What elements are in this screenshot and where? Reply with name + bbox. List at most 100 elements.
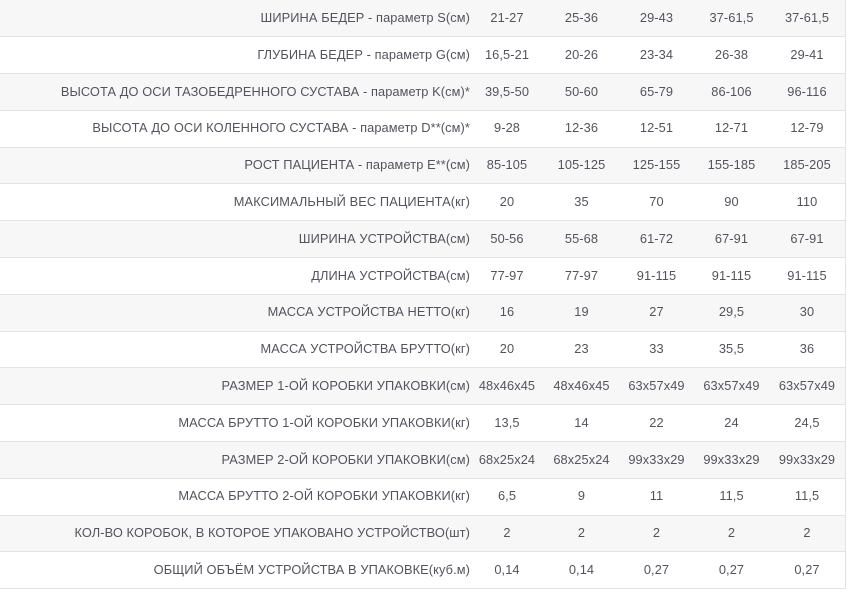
cell-value: 77-97	[470, 257, 544, 295]
cell-value: 48x46x45	[544, 367, 619, 406]
cell-value: 110	[769, 183, 846, 222]
cell-value: 68x25x24	[544, 441, 619, 479]
row-label: ГЛУБИНА БЕДЕР - параметр G(см)	[0, 36, 470, 75]
cell-value: 19	[544, 293, 619, 332]
cell-value: 125-155	[619, 146, 694, 185]
cell-value: 55-68	[544, 220, 619, 259]
cell-value: 35	[544, 183, 619, 222]
cell-value: 67-91	[769, 220, 846, 259]
cell-value: 50-60	[544, 73, 619, 111]
row-label: МАКСИМАЛЬНЫЙ ВЕС ПАЦИЕНТА(кг)	[0, 183, 470, 222]
cell-value: 25-36	[544, 0, 619, 38]
cell-value: 9	[544, 477, 619, 516]
cell-value: 23	[544, 330, 619, 369]
cell-value: 90	[694, 183, 769, 222]
cell-value: 68x25x24	[470, 441, 544, 479]
row-label: МАССА БРУТТО 2-ОЙ КОРОБКИ УПАКОВКИ(кг)	[0, 477, 470, 516]
cell-value: 85-105	[470, 146, 544, 185]
table-row: ОБЩИЙ ОБЪЁМ УСТРОЙСТВА В УПАКОВКЕ(куб.м)…	[0, 551, 846, 590]
cell-value: 2	[470, 514, 544, 553]
cell-value: 29,5	[694, 293, 769, 332]
table-row: МАССА БРУТТО 2-ОЙ КОРОБКИ УПАКОВКИ(кг) 6,…	[0, 477, 846, 516]
cell-value: 13,5	[470, 404, 544, 443]
cell-value: 14	[544, 404, 619, 443]
row-label: ОБЩИЙ ОБЪЁМ УСТРОЙСТВА В УПАКОВКЕ(куб.м)	[0, 551, 470, 590]
cell-value: 20-26	[544, 36, 619, 75]
cell-value: 12-36	[544, 109, 619, 148]
table-row: ШИРИНА БЕДЕР - параметр S(см) 21-27 25-36 2…	[0, 0, 846, 38]
cell-value: 185-205	[769, 146, 846, 185]
cell-value: 26-38	[694, 36, 769, 75]
cell-value: 99x33x29	[694, 441, 769, 479]
table-row: РАЗМЕР 2-ОЙ КОРОБКИ УПАКОВКИ(см) 68x25x24…	[0, 441, 846, 479]
cell-value: 20	[470, 183, 544, 222]
cell-value: 23-34	[619, 36, 694, 75]
cell-value: 21-27	[470, 0, 544, 38]
table-row: ГЛУБИНА БЕДЕР - параметр G(см) 16,5-21 20-…	[0, 36, 846, 75]
cell-value: 0,27	[769, 551, 846, 590]
cell-value: 29-43	[619, 0, 694, 38]
table-row: РОСТ ПАЦИЕНТА - параметр E**(см) 85-105 10…	[0, 146, 846, 185]
table-row: РАЗМЕР 1-ОЙ КОРОБКИ УПАКОВКИ(см) 48x46x45…	[0, 367, 846, 406]
row-label: ВЫСОТА ДО ОСИ КОЛЕННОГО СУСТАВА - параме…	[0, 109, 470, 148]
cell-value: 96-116	[769, 73, 846, 111]
cell-value: 36	[769, 330, 846, 369]
cell-value: 63x57x49	[619, 367, 694, 406]
cell-value: 0,14	[544, 551, 619, 590]
row-label: ШИРИНА БЕДЕР - параметр S(см)	[0, 0, 470, 38]
cell-value: 12-79	[769, 109, 846, 148]
cell-value: 29-41	[769, 36, 846, 75]
cell-value: 63x57x49	[769, 367, 846, 406]
cell-value: 70	[619, 183, 694, 222]
cell-value: 39,5-50	[470, 73, 544, 111]
row-label: КОЛ-ВО КОРОБОК, В КОТОРОЕ УПАКОВАНО УСТР…	[0, 514, 470, 553]
cell-value: 11,5	[769, 477, 846, 516]
cell-value: 155-185	[694, 146, 769, 185]
table-row: ВЫСОТА ДО ОСИ КОЛЕННОГО СУСТАВА - параме…	[0, 109, 846, 148]
cell-value: 35,5	[694, 330, 769, 369]
cell-value: 12-71	[694, 109, 769, 148]
row-label: РАЗМЕР 1-ОЙ КОРОБКИ УПАКОВКИ(см)	[0, 367, 470, 406]
cell-value: 105-125	[544, 146, 619, 185]
cell-value: 2	[769, 514, 846, 553]
cell-value: 91-115	[769, 257, 846, 295]
table-row: ШИРИНА УСТРОЙСТВА(см) 50-56 55-68 61-72 67-9…	[0, 220, 846, 259]
cell-value: 0,14	[470, 551, 544, 590]
cell-value: 16	[470, 293, 544, 332]
cell-value: 67-91	[694, 220, 769, 259]
cell-value: 22	[619, 404, 694, 443]
cell-value: 12-51	[619, 109, 694, 148]
cell-value: 2	[619, 514, 694, 553]
cell-value: 37-61,5	[694, 0, 769, 38]
table-row: ВЫСОТА ДО ОСИ ТАЗОБЕДРЕННОГО СУСТАВА - п…	[0, 73, 846, 111]
cell-value: 61-72	[619, 220, 694, 259]
row-label: РОСТ ПАЦИЕНТА - параметр E**(см)	[0, 146, 470, 185]
cell-value: 86-106	[694, 73, 769, 111]
cell-value: 9-28	[470, 109, 544, 148]
cell-value: 2	[694, 514, 769, 553]
cell-value: 63x57x49	[694, 367, 769, 406]
cell-value: 2	[544, 514, 619, 553]
row-label: МАССА УСТРОЙСТВА НЕТТО(кг)	[0, 293, 470, 332]
cell-value: 20	[470, 330, 544, 369]
cell-value: 0,27	[694, 551, 769, 590]
row-label: ВЫСОТА ДО ОСИ ТАЗОБЕДРЕННОГО СУСТАВА - п…	[0, 73, 470, 111]
cell-value: 30	[769, 293, 846, 332]
table-row: МАССА УСТРОЙСТВА НЕТТО(кг) 16 19 27 29,5 30	[0, 293, 846, 332]
table-row: КОЛ-ВО КОРОБОК, В КОТОРОЕ УПАКОВАНО УСТР…	[0, 514, 846, 553]
table-row: МАССА УСТРОЙСТВА БРУТТО(кг) 20 23 33 35,5 36	[0, 330, 846, 369]
cell-value: 99x33x29	[769, 441, 846, 479]
cell-value: 11,5	[694, 477, 769, 516]
table-row: МАССА БРУТТО 1-ОЙ КОРОБКИ УПАКОВКИ(кг) 13…	[0, 404, 846, 443]
cell-value: 91-115	[619, 257, 694, 295]
table-row: МАКСИМАЛЬНЫЙ ВЕС ПАЦИЕНТА(кг) 20 35 70 90 110	[0, 183, 846, 222]
cell-value: 37-61,5	[769, 0, 846, 38]
cell-value: 16,5-21	[470, 36, 544, 75]
cell-value: 24,5	[769, 404, 846, 443]
row-label: МАССА УСТРОЙСТВА БРУТТО(кг)	[0, 330, 470, 369]
cell-value: 11	[619, 477, 694, 516]
cell-value: 99x33x29	[619, 441, 694, 479]
cell-value: 91-115	[694, 257, 769, 295]
